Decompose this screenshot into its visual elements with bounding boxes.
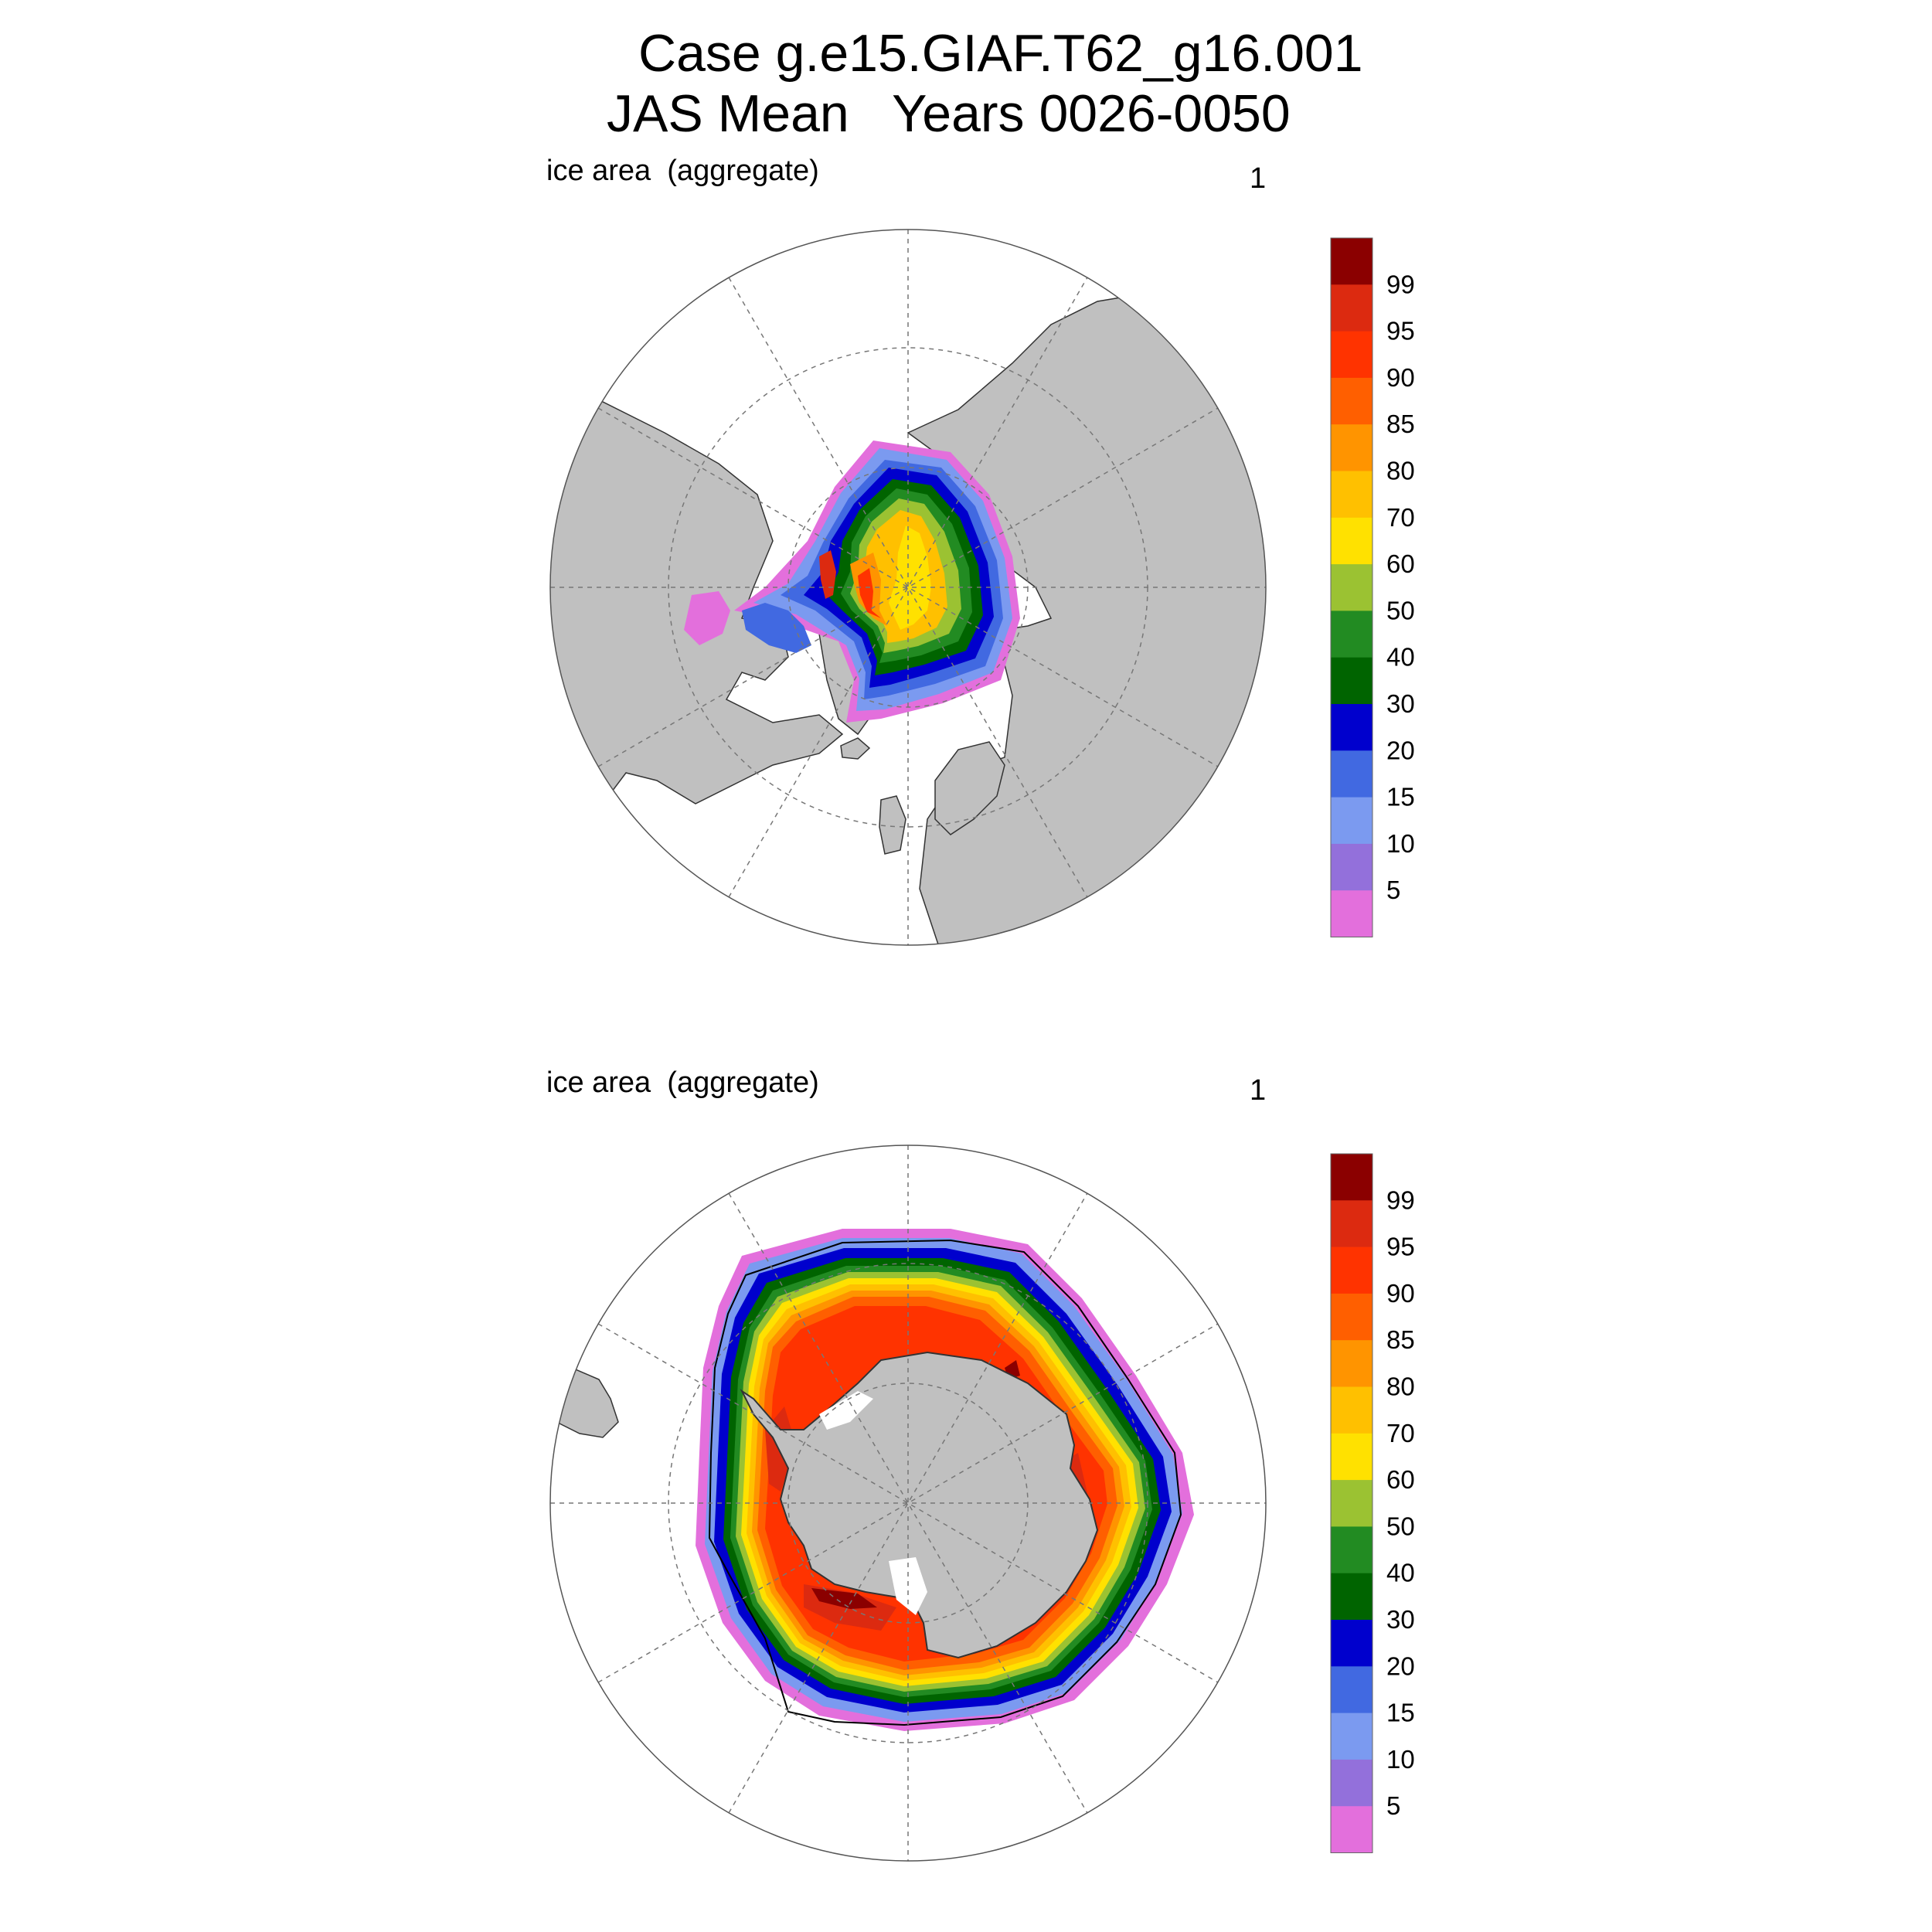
north-colorbar: 99 95 90 85 80 70 60 50 40 30 20 15 10 5 bbox=[1330, 237, 1415, 937]
north-america-landmass bbox=[550, 386, 844, 805]
south-colorbar-tick-label: 80 bbox=[1386, 1372, 1415, 1401]
south-colorbar-tick-label: 95 bbox=[1386, 1233, 1415, 1261]
observed-ice-edge-contour bbox=[708, 1239, 1182, 1726]
north-colorbar-swatch bbox=[1331, 564, 1372, 611]
south-colorbar-tick-label: 30 bbox=[1386, 1605, 1415, 1634]
north-colorbar-swatch bbox=[1331, 424, 1372, 471]
south-colorbar-tick-label: 85 bbox=[1386, 1325, 1415, 1354]
north-colorbar-swatch bbox=[1331, 797, 1372, 845]
south-colorbar-tick-label: 5 bbox=[1386, 1791, 1400, 1820]
south-colorbar-swatch bbox=[1331, 1200, 1372, 1248]
south-colorbar-swatch bbox=[1331, 1526, 1372, 1574]
south-colorbar-swatch bbox=[1331, 1433, 1372, 1481]
north-colorbar-tick-label: 5 bbox=[1386, 876, 1400, 904]
north-colorbar-border bbox=[1330, 237, 1373, 937]
north-colorbar-tick-label: 40 bbox=[1386, 643, 1415, 672]
south-panel-units: 1 bbox=[1250, 1074, 1267, 1107]
south-colorbar-border bbox=[1330, 1153, 1373, 1853]
north-colorbar-swatch bbox=[1331, 843, 1372, 891]
north-colorbar-swatch bbox=[1331, 704, 1372, 751]
north-colorbar-swatch bbox=[1331, 611, 1372, 658]
south-colorbar-swatch bbox=[1331, 1666, 1372, 1714]
south-graticule bbox=[550, 1145, 1266, 1861]
south-colorbar-tick-label: 40 bbox=[1386, 1559, 1415, 1587]
south-colorbar-swatch bbox=[1331, 1573, 1372, 1621]
north-colorbar-swatch bbox=[1331, 471, 1372, 519]
south-colorbar-swatch bbox=[1331, 1620, 1372, 1667]
north-colorbar-swatch bbox=[1331, 890, 1372, 937]
british-isles-landmass bbox=[879, 795, 906, 855]
south-colorbar-swatch bbox=[1331, 1247, 1372, 1294]
south-colorbar-swatch bbox=[1331, 1154, 1372, 1201]
figure-title-line-1: Case g.e15.GIAF.T62_g16.001 bbox=[638, 24, 1363, 83]
south-colorbar-swatch bbox=[1331, 1806, 1372, 1853]
north-colorbar-tick-label: 85 bbox=[1386, 410, 1415, 438]
south-panel-label: ice area (aggregate) bbox=[546, 1066, 819, 1099]
north-colorbar-tick-label: 30 bbox=[1386, 689, 1415, 718]
figure-title-line-2: JAS Mean Years 0026-0050 bbox=[607, 84, 1291, 143]
south-colorbar-tick-label: 10 bbox=[1386, 1745, 1415, 1774]
south-colorbar-swatch bbox=[1331, 1386, 1372, 1434]
north-colorbar-swatch bbox=[1331, 284, 1372, 332]
south-colorbar-tick-label: 70 bbox=[1386, 1419, 1415, 1447]
north-colorbar-tick-label: 90 bbox=[1386, 363, 1415, 392]
north-panel-units: 1 bbox=[1250, 162, 1267, 195]
south-colorbar-swatch bbox=[1331, 1340, 1372, 1387]
north-colorbar-tick-label: 95 bbox=[1386, 317, 1415, 345]
iceland-landmass bbox=[840, 737, 871, 760]
south-colorbar-tick-label: 20 bbox=[1386, 1651, 1415, 1680]
south-colorbar-swatch bbox=[1331, 1713, 1372, 1760]
north-colorbar-swatch bbox=[1331, 517, 1372, 565]
north-panel-label: ice area (aggregate) bbox=[546, 155, 819, 187]
south-colorbar-swatch bbox=[1331, 1293, 1372, 1341]
south-polar-map bbox=[549, 1145, 1267, 1862]
south-colorbar-swatch bbox=[1331, 1759, 1372, 1807]
north-graticule bbox=[550, 230, 1266, 945]
north-colorbar-swatch bbox=[1331, 657, 1372, 705]
south-colorbar-tick-label: 90 bbox=[1386, 1279, 1415, 1308]
north-colorbar-swatch bbox=[1331, 331, 1372, 379]
north-colorbar-tick-label: 99 bbox=[1386, 270, 1415, 298]
north-colorbar-swatch bbox=[1331, 238, 1372, 285]
north-colorbar-tick-label: 70 bbox=[1386, 503, 1415, 532]
north-colorbar-swatch bbox=[1331, 750, 1372, 798]
north-colorbar-tick-label: 50 bbox=[1386, 596, 1415, 624]
south-colorbar-tick-label: 50 bbox=[1386, 1512, 1415, 1540]
south-colorbar-swatch bbox=[1331, 1480, 1372, 1527]
south-colorbar: 99 95 90 85 80 70 60 50 40 30 20 15 10 5 bbox=[1330, 1153, 1415, 1853]
north-colorbar-swatch bbox=[1331, 377, 1372, 425]
north-colorbar-tick-label: 10 bbox=[1386, 829, 1415, 858]
north-colorbar-tick-label: 20 bbox=[1386, 736, 1415, 764]
north-polar-map bbox=[549, 229, 1267, 946]
north-colorbar-tick-label: 15 bbox=[1386, 783, 1415, 811]
south-colorbar-tick-label: 99 bbox=[1386, 1185, 1415, 1214]
north-colorbar-tick-label: 80 bbox=[1386, 457, 1415, 485]
north-colorbar-tick-label: 60 bbox=[1386, 549, 1415, 578]
south-colorbar-tick-label: 60 bbox=[1386, 1465, 1415, 1494]
south-colorbar-tick-label: 15 bbox=[1386, 1699, 1415, 1727]
